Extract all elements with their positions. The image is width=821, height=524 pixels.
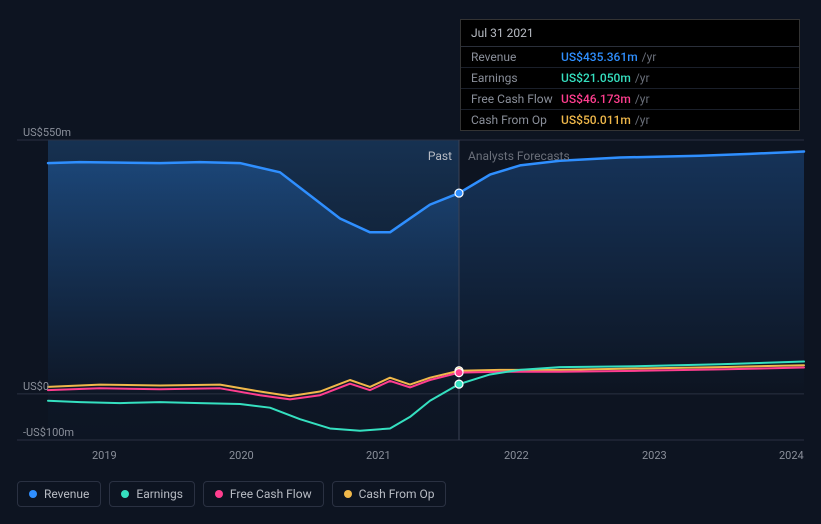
tooltip-row-label: Earnings — [471, 71, 561, 85]
tooltip-row-label: Revenue — [471, 50, 561, 64]
tooltip-row: Free Cash FlowUS$46.173m/yr — [461, 89, 799, 110]
tooltip-row-unit: /yr — [642, 50, 657, 64]
x-axis-label: 2022 — [504, 449, 529, 462]
legend-label: Earnings — [136, 487, 183, 501]
chart-container: Jul 31 2021 RevenueUS$435.361m/yrEarning… — [0, 0, 821, 524]
tooltip-row-label: Free Cash Flow — [471, 92, 561, 106]
tooltip: Jul 31 2021 RevenueUS$435.361m/yrEarning… — [460, 19, 800, 131]
x-axis-label: 2021 — [366, 449, 391, 462]
section-label-forecast: Analysts Forecasts — [468, 149, 570, 163]
x-axis-label: 2020 — [229, 449, 254, 462]
legend-dot-icon — [121, 490, 129, 498]
legend-label: Cash From Op — [359, 487, 435, 501]
tooltip-row-unit: /yr — [635, 113, 650, 127]
legend-item[interactable]: Free Cash Flow — [203, 481, 324, 507]
tooltip-row-unit: /yr — [635, 71, 650, 85]
x-axis-label: 2023 — [642, 449, 667, 462]
x-axis-label: 2019 — [92, 449, 117, 462]
legend-item[interactable]: Earnings — [109, 481, 195, 507]
tooltip-row-unit: /yr — [635, 92, 650, 106]
legend-dot-icon — [344, 490, 352, 498]
y-axis-label: US$550m — [23, 126, 71, 139]
legend-item[interactable]: Revenue — [17, 481, 101, 507]
tooltip-row-value: US$46.173m — [561, 92, 631, 106]
tooltip-date: Jul 31 2021 — [461, 20, 799, 47]
legend-item[interactable]: Cash From Op — [332, 481, 447, 507]
legend-label: Free Cash Flow — [230, 487, 312, 501]
tooltip-row-label: Cash From Op — [471, 113, 561, 127]
tooltip-row: Cash From OpUS$50.011m/yr — [461, 110, 799, 130]
tooltip-row-value: US$50.011m — [561, 113, 631, 127]
tooltip-row-value: US$21.050m — [561, 71, 631, 85]
legend-dot-icon — [215, 490, 223, 498]
legend-dot-icon — [29, 490, 37, 498]
tooltip-row: EarningsUS$21.050m/yr — [461, 68, 799, 89]
x-axis-label: 2024 — [779, 449, 804, 462]
y-axis-label: -US$100m — [23, 426, 74, 439]
tooltip-row-value: US$435.361m — [561, 50, 638, 64]
legend-label: Revenue — [44, 487, 89, 501]
section-label-past: Past — [428, 149, 452, 163]
legend: Revenue Earnings Free Cash Flow Cash From O… — [17, 481, 446, 507]
tooltip-row: RevenueUS$435.361m/yr — [461, 47, 799, 68]
y-axis-label: US$0 — [23, 380, 49, 393]
